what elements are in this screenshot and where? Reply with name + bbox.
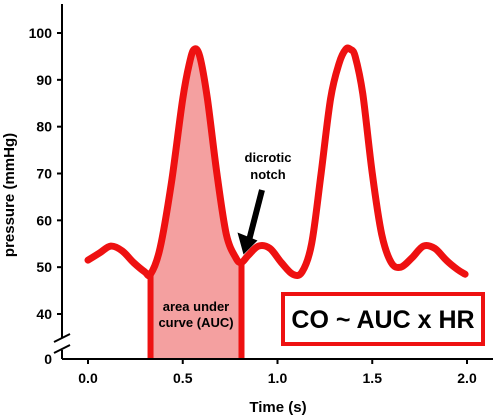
y-tick-label: 60 [36, 212, 52, 228]
auc-label-line1: area under [163, 299, 229, 314]
formula-text: CO ~ AUC x HR [291, 306, 474, 334]
pressure-waveform-line [84, 44, 469, 280]
x-tick-label: 1.0 [268, 370, 288, 386]
notch-label-line1: dicrotic [245, 150, 292, 165]
x-tick-label: 1.5 [363, 370, 383, 386]
axis-break-slash-bottom [53, 344, 71, 354]
y-tick-label: 80 [36, 119, 52, 135]
y-ticks: 40 50 60 70 80 90 100 [29, 25, 62, 322]
x-ticks: 0.0 0.5 1.0 1.5 2.0 [78, 359, 477, 386]
y-tick-label: 90 [36, 72, 52, 88]
y-tick-label-zero: 0 [44, 351, 52, 367]
x-tick-label: 0.5 [173, 370, 193, 386]
y-axis-title: pressure (mmHg) [1, 133, 18, 257]
y-tick-label: 40 [36, 306, 52, 322]
notch-arrow-shaft [246, 189, 265, 240]
y-tick-label: 70 [36, 166, 52, 182]
auc-label-line2: curve (AUC) [158, 315, 233, 330]
notch-arrow-head [237, 232, 258, 255]
y-tick-label: 100 [29, 25, 53, 41]
axis-break-mark [53, 333, 71, 354]
formula-box [281, 292, 485, 346]
x-tick-label: 2.0 [457, 370, 477, 386]
notch-label-line2: notch [250, 167, 285, 182]
x-axis-title: Time (s) [249, 399, 306, 416]
auc-shaded-area [150, 48, 242, 360]
x-tick-label: 0.0 [78, 370, 98, 386]
y-tick-label: 50 [36, 259, 52, 275]
axis-break-slash-top [53, 333, 71, 343]
notch-arrow [237, 189, 265, 255]
